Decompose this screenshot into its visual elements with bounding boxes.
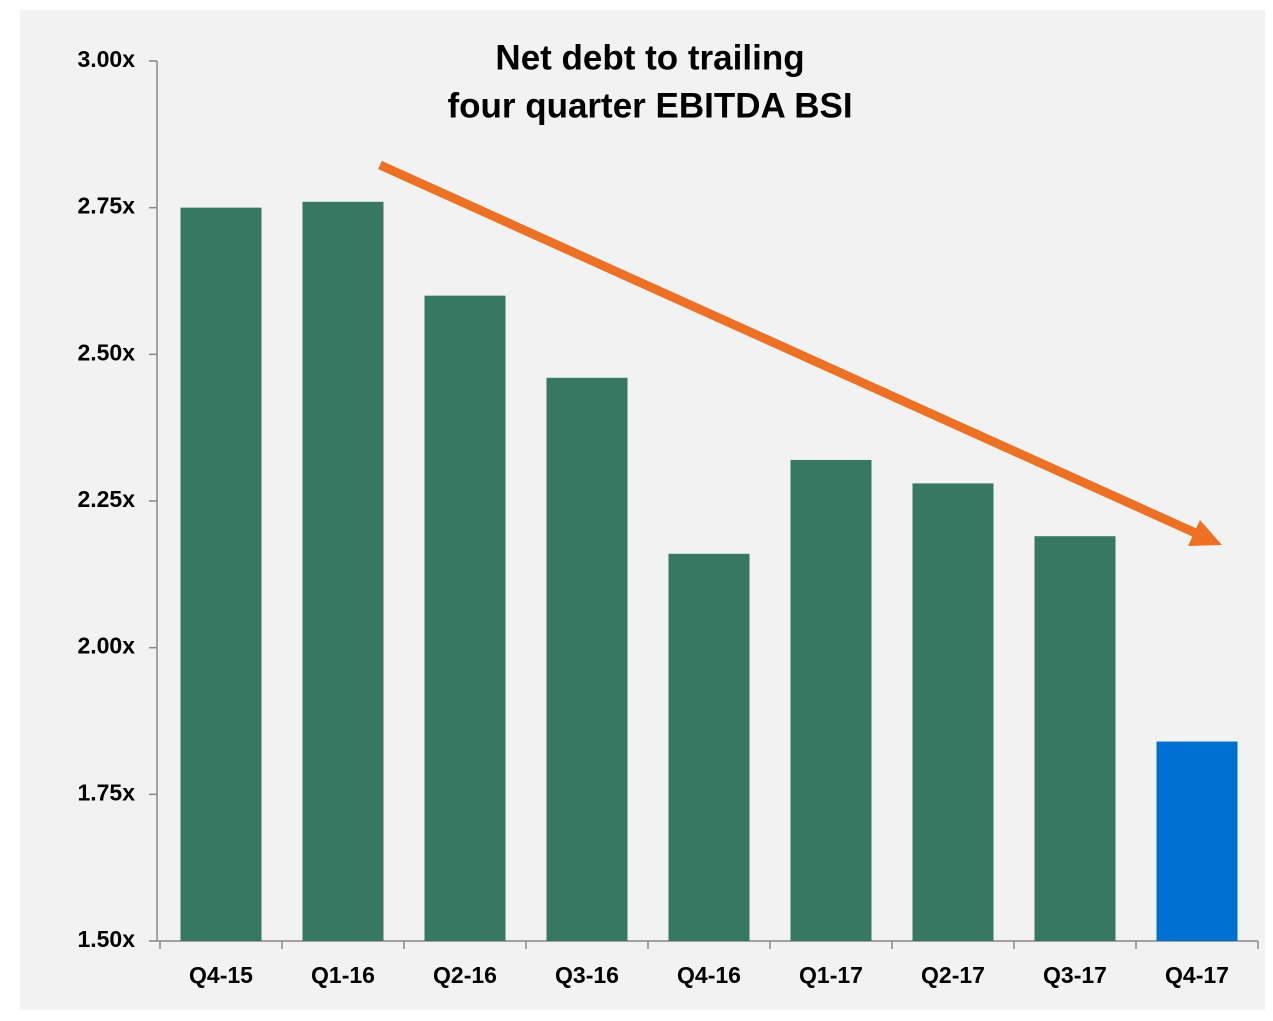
y-tick-label: 1.50x xyxy=(77,926,135,952)
y-tick-label: 2.25x xyxy=(77,486,135,512)
x-tick-label: Q4-17 xyxy=(1165,962,1229,988)
y-tick-label: 2.75x xyxy=(77,193,135,219)
bar xyxy=(424,295,506,942)
x-tick-label: Q4-15 xyxy=(189,962,253,988)
y-tick-label: 2.00x xyxy=(77,633,135,659)
x-tick-label: Q3-17 xyxy=(1043,962,1107,988)
y-tick-label: 1.75x xyxy=(77,779,135,805)
x-tick-label: Q4-16 xyxy=(677,962,741,988)
bar xyxy=(790,459,872,941)
y-tick-label: 2.50x xyxy=(77,339,135,365)
x-tick-label: Q2-16 xyxy=(433,962,497,988)
bar xyxy=(180,207,262,941)
chart-title: Net debt to trailing xyxy=(495,38,804,77)
trend-arrow xyxy=(378,160,1202,540)
bar xyxy=(1156,741,1238,941)
y-tick-label: 3.00x xyxy=(77,46,135,72)
bar xyxy=(1034,536,1116,941)
bar xyxy=(912,483,994,941)
x-tick-label: Q3-16 xyxy=(555,962,619,988)
bar xyxy=(302,201,384,942)
x-tick-label: Q1-16 xyxy=(311,962,375,988)
x-tick-label: Q1-17 xyxy=(799,962,863,988)
bar xyxy=(546,377,628,941)
chart-title: four quarter EBITDA BSI xyxy=(447,86,852,125)
x-tick-label: Q2-17 xyxy=(921,962,985,988)
bar xyxy=(668,553,750,941)
trend-arrow-head xyxy=(1188,520,1222,546)
